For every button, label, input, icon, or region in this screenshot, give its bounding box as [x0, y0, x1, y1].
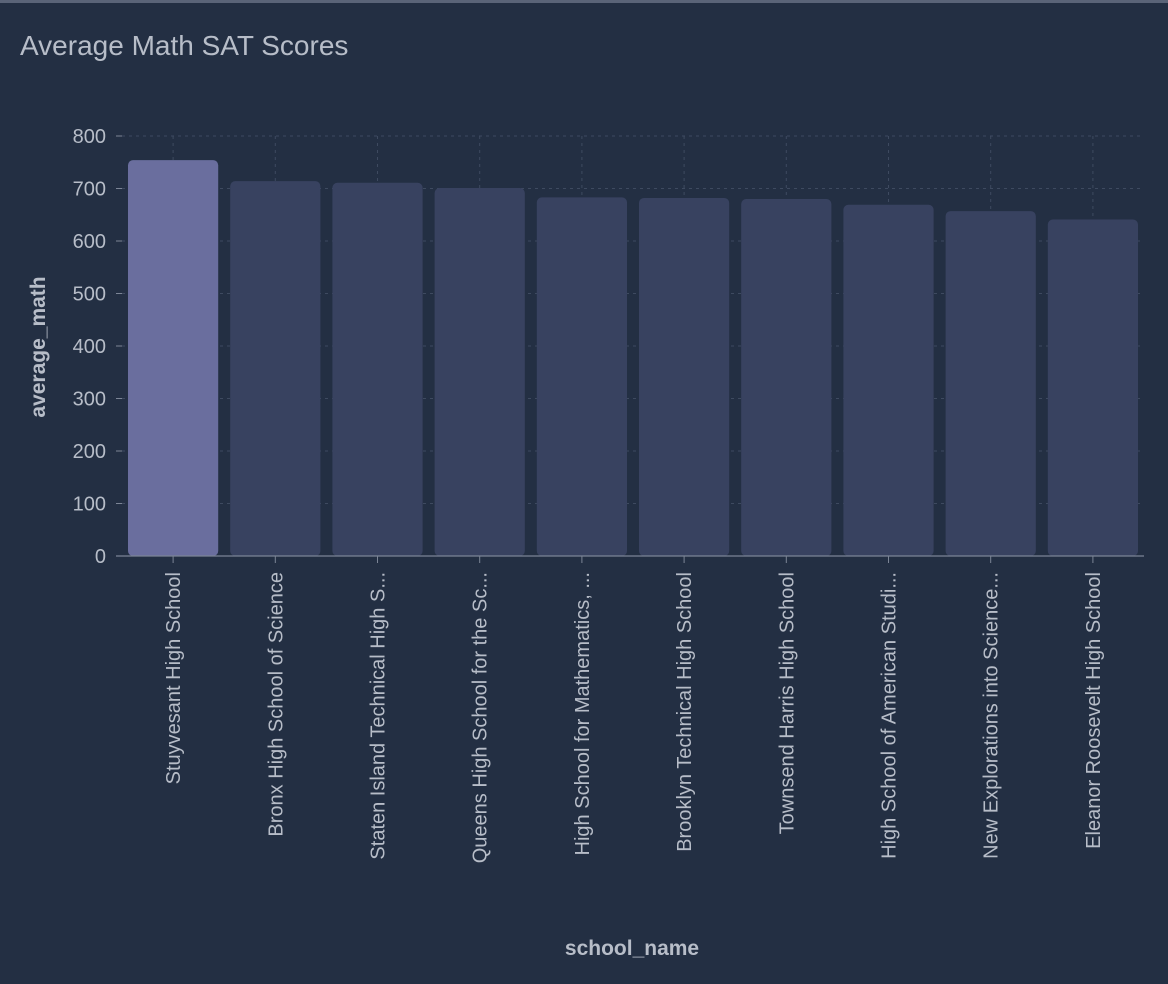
chart-title: Average Math SAT Scores [20, 30, 349, 61]
x-tick-label: High School of American Studi... [879, 572, 901, 859]
bars [128, 160, 1138, 557]
x-tick-label: New Explorations into Science... [981, 572, 1003, 859]
y-tick-label: 0 [95, 546, 106, 568]
bar-3 [332, 182, 423, 556]
y-tick-label: 600 [73, 231, 106, 253]
bar-10 [1047, 219, 1138, 556]
axes [116, 135, 1144, 563]
y-tick-label: 700 [73, 179, 106, 201]
bar-7 [741, 199, 832, 556]
y-axis-title: average_math [27, 276, 50, 417]
y-tick-label: 500 [73, 284, 106, 306]
x-tick-label: Queens High School for the Sc... [470, 572, 492, 863]
y-tick-label: 100 [73, 494, 106, 516]
bar-8 [843, 204, 934, 556]
x-tick-label: Stuyvesant High School [163, 572, 185, 784]
y-tick-label: 400 [73, 336, 106, 358]
x-tick-label: Bronx High School of Science [265, 572, 287, 837]
x-tick-label: Staten Island Technical High S... [368, 572, 390, 860]
y-tick-label: 800 [73, 126, 106, 148]
x-axis-title: school_name [565, 937, 699, 960]
bar-4 [434, 187, 525, 556]
bar-6 [639, 197, 730, 556]
x-tick-label: Eleanor Roosevelt High School [1083, 572, 1105, 849]
bar-5 [536, 197, 627, 557]
x-tick-label: Brooklyn Technical High School [674, 572, 696, 852]
bar-2 [230, 181, 321, 556]
bar-9 [945, 211, 1036, 556]
bar-1 [128, 160, 219, 556]
x-tick-label: High School for Mathematics, ... [572, 572, 594, 855]
tick-labels: 0 100 200 300 400 500 600 700 800 Stuyvesant High… [73, 126, 1105, 863]
y-tick-label: 200 [73, 441, 106, 463]
y-tick-label: 300 [73, 389, 106, 411]
panel-top-border [0, 0, 1168, 3]
x-tick-label: Townsend Harris High School [776, 572, 798, 834]
